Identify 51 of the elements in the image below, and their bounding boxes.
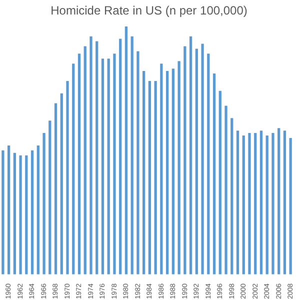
bar: [13, 152, 16, 274]
bar: [130, 36, 134, 274]
bar: [160, 64, 163, 274]
bar: [90, 36, 92, 274]
bar: [248, 133, 251, 274]
bar: [207, 54, 210, 274]
bar: [96, 41, 98, 274]
bar: [266, 136, 268, 274]
bar: [113, 54, 116, 274]
chart-title: Homicide Rate in US (n per 100,000): [50, 4, 248, 18]
bar: [195, 48, 198, 274]
bar: [84, 46, 86, 274]
bar: [224, 106, 228, 274]
bar: [124, 26, 128, 274]
bar: [278, 128, 280, 274]
bar: [101, 58, 104, 274]
bar: [148, 80, 152, 274]
bar: [289, 138, 292, 274]
bar: [36, 145, 40, 274]
bar: [119, 38, 122, 274]
bar: [166, 71, 169, 274]
bar: [72, 64, 75, 274]
bar: [54, 103, 58, 274]
bar: [2, 150, 4, 274]
bar: [184, 46, 186, 274]
bar: [218, 90, 222, 274]
bar: [42, 133, 46, 274]
bar: [25, 155, 28, 274]
bar: [254, 133, 257, 274]
bar: [236, 130, 240, 274]
bar: [172, 68, 174, 274]
bar: [30, 150, 34, 274]
bar: [19, 155, 22, 274]
bar: [212, 74, 216, 274]
bar: [260, 130, 263, 274]
bar: [283, 130, 286, 274]
bar: [66, 80, 69, 274]
bar: [7, 145, 10, 274]
bar: [142, 71, 146, 274]
bar: [178, 61, 180, 274]
bar: [107, 58, 110, 274]
bar: [242, 136, 245, 274]
bar: [201, 44, 204, 274]
bar: [272, 133, 274, 274]
bar: [78, 54, 81, 274]
bar: [48, 120, 52, 274]
bar: [60, 93, 63, 274]
bar: [230, 118, 234, 274]
bar: [154, 80, 157, 274]
bar: [189, 36, 192, 274]
bar: [136, 51, 140, 274]
